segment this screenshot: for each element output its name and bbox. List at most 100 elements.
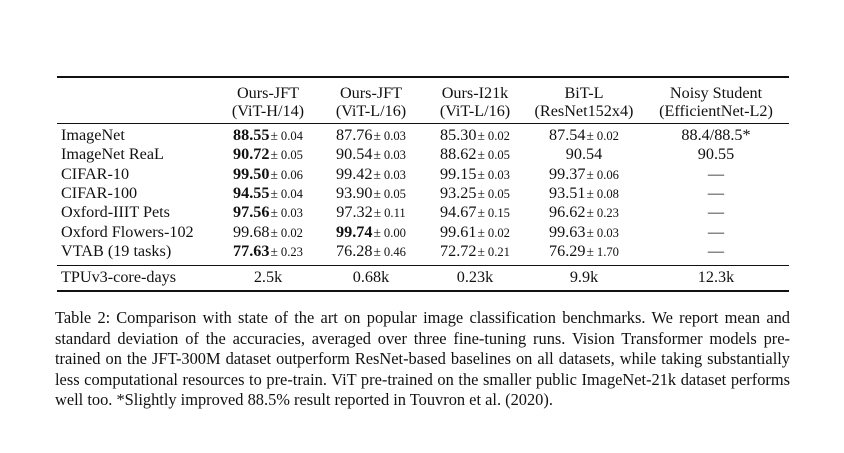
column-header: Ours-I21k (ViT-L/16) (420, 84, 530, 121)
compute-value: 0.23k (456, 268, 494, 286)
header-rule (57, 123, 789, 124)
plus-minus-sign: ± (373, 224, 381, 240)
table-cell: 99.68± 0.02 (205, 223, 331, 243)
column-header: BiT-L (ResNet152x4) (519, 84, 649, 121)
table-cell: — (643, 184, 789, 203)
row-label-compute: TPUv3-core-days (61, 268, 177, 286)
plus-minus-sign: ± (586, 205, 594, 221)
column-header-name: Ours-I21k (441, 84, 509, 102)
table-caption: Table 2: Comparison with state of the art… (55, 308, 790, 411)
compute-value: 12.3k (697, 268, 735, 286)
cell-value: 99.42 (336, 164, 373, 183)
cell-value: 94.55 (233, 183, 270, 202)
cell-std-dev: 0.00 (383, 225, 406, 240)
column-header-model: (ViT-L/16) (335, 102, 407, 121)
table-cell: 96.62± 0.23 (519, 203, 649, 223)
cell-value: — (707, 164, 725, 183)
table-cell: — (643, 165, 789, 184)
cell-value: 99.63 (549, 222, 586, 241)
table-cell: 77.63± 0.23 (205, 242, 331, 262)
cell-value: 87.54 (549, 126, 586, 144)
plus-minus-sign: ± (270, 224, 278, 240)
cell-value: 90.72 (233, 145, 270, 164)
plus-minus-sign: ± (477, 243, 485, 259)
table-cell: 97.56± 0.03 (205, 203, 331, 223)
table-cell: 72.72± 0.21 (420, 242, 530, 262)
cell-value: 99.68 (233, 222, 270, 241)
cell-value: 76.28 (336, 241, 373, 260)
cell-value: 77.63 (233, 241, 270, 260)
row-label: ImageNet ReaL (61, 145, 164, 164)
cell-value: — (707, 203, 725, 222)
plus-minus-sign: ± (373, 185, 381, 201)
column-header: Ours-JFT (ViT-H/14) (205, 84, 331, 121)
table-cell: 99.37± 0.06 (519, 165, 649, 185)
row-label: Oxford-IIIT Pets (61, 203, 170, 222)
cell-value: 90.54 (565, 145, 603, 164)
compute-value: 9.9k (569, 268, 599, 286)
plus-minus-sign: ± (270, 185, 278, 201)
cell-value: — (707, 241, 725, 260)
cell-value: 87.76 (336, 126, 373, 144)
cell-value: 90.55 (697, 145, 735, 164)
cell-std-dev: 0.03 (596, 225, 619, 240)
table-cell: 97.32± 0.11 (316, 203, 426, 223)
plus-minus-sign: ± (586, 185, 594, 201)
cell-std-dev: 0.05 (487, 148, 510, 163)
cell-value: 97.56 (233, 203, 270, 222)
cell-std-dev: 0.02 (280, 225, 303, 240)
cell-value: 94.67 (440, 203, 477, 222)
table-cell: 99.61± 0.02 (420, 223, 530, 243)
cell-std-dev: 0.03 (383, 148, 406, 163)
compute-value: 2.5k (253, 268, 283, 286)
plus-minus-sign: ± (586, 224, 594, 240)
table-cell: 85.30± 0.02 (420, 126, 530, 146)
cell-value: 96.62 (549, 203, 586, 222)
table-cell: 94.67± 0.15 (420, 203, 530, 223)
cell-std-dev: 0.03 (383, 167, 406, 182)
plus-minus-sign: ± (373, 128, 381, 143)
plus-minus-sign: ± (270, 166, 278, 182)
row-label: CIFAR-10 (61, 164, 130, 183)
cell-value: 76.29 (549, 241, 586, 260)
row-label: VTAB (19 tasks) (61, 241, 172, 260)
plus-minus-sign: ± (270, 147, 278, 163)
cell-value: 88.62 (440, 145, 477, 164)
table-cell: 94.55± 0.04 (205, 184, 331, 204)
column-header-name: Ours-JFT (236, 84, 300, 102)
cell-std-dev: 0.11 (384, 206, 406, 221)
cell-std-dev: 0.02 (487, 225, 510, 240)
column-header-model: (EfficientNet-L2) (659, 102, 773, 121)
row-label: ImageNet (61, 126, 125, 144)
table-cell: 87.76± 0.03 (316, 126, 426, 146)
cell-std-dev: 0.15 (487, 206, 510, 221)
cell-value: 88.4/88.5* (681, 126, 751, 144)
compute-value: 0.68k (352, 268, 390, 286)
plus-minus-sign: ± (477, 205, 485, 221)
table-cell: 99.15± 0.03 (420, 165, 530, 185)
plus-minus-sign: ± (373, 205, 382, 221)
cell-std-dev: 0.05 (487, 186, 510, 201)
cell-value: 93.51 (549, 183, 586, 202)
cell-std-dev: 0.05 (383, 186, 406, 201)
column-header-name: BiT-L (564, 84, 604, 102)
column-header-model: (ResNet152x4) (534, 102, 634, 121)
cell-value: 99.74 (336, 222, 373, 241)
table-cell: 99.74± 0.00 (316, 223, 426, 243)
row-label: CIFAR-100 (61, 183, 138, 202)
table-cell: 88.4/88.5* (643, 126, 789, 145)
table-cell: 99.50± 0.06 (205, 165, 331, 185)
cell-std-dev: 0.05 (280, 148, 303, 163)
table-cell: 90.54 (519, 145, 649, 164)
table-bottom-rule (57, 290, 789, 292)
cell-std-dev: 0.23 (596, 206, 619, 221)
row-label: Oxford Flowers-102 (61, 222, 194, 241)
cell-std-dev: 0.06 (596, 167, 619, 182)
plus-minus-sign: ± (586, 166, 594, 182)
cell-std-dev: 0.03 (487, 167, 510, 182)
table-cell: 93.51± 0.08 (519, 184, 649, 204)
column-header-model: (ViT-L/16) (439, 102, 511, 121)
plus-minus-sign: ± (477, 185, 485, 201)
table-cell: — (643, 203, 789, 222)
plus-minus-sign: ± (270, 128, 278, 143)
